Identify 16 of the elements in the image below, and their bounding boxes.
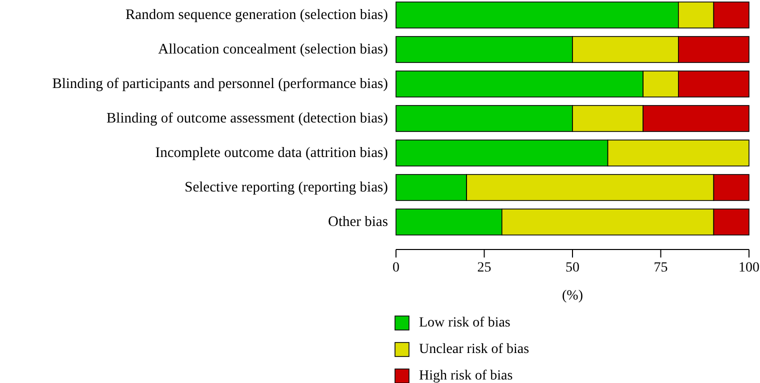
y-tick-label: Other bias bbox=[328, 214, 388, 230]
legend-label: Unclear risk of bias bbox=[419, 342, 530, 357]
y-tick-label: Incomplete outcome data (attrition bias) bbox=[155, 145, 388, 161]
x-axis-title: (%) bbox=[562, 288, 584, 304]
x-tick-label: 75 bbox=[654, 260, 668, 276]
legend-label: Low risk of bias bbox=[419, 316, 510, 330]
x-tick-label: 25 bbox=[477, 260, 492, 276]
y-tick-label: Random sequence generation (selection bias) bbox=[125, 7, 388, 23]
y-tick-label: Blinding of participants and personnel (performance bias) bbox=[52, 76, 388, 92]
y-tick-label: Selective reporting (reporting bias) bbox=[184, 180, 388, 196]
y-tick-label: Blinding of outcome assessment (detection bias) bbox=[106, 110, 388, 126]
y-tick-label: Allocation concealment (selection bias) bbox=[158, 42, 388, 58]
x-tick-label: 100 bbox=[738, 260, 760, 276]
legend-label: High risk of bias bbox=[419, 368, 513, 383]
x-tick-label: 0 bbox=[392, 260, 400, 276]
x-tick-label: 50 bbox=[566, 260, 580, 276]
